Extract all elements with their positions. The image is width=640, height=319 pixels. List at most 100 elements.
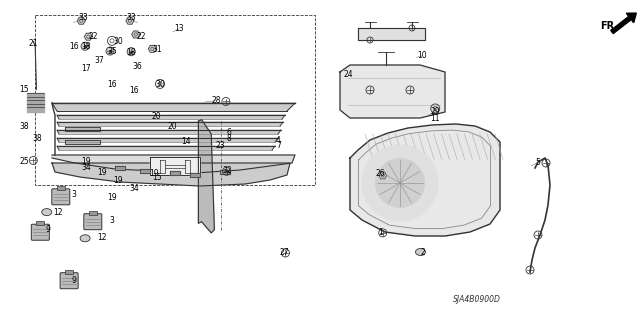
Text: 8: 8 bbox=[227, 134, 232, 143]
Polygon shape bbox=[27, 104, 44, 108]
Text: 15: 15 bbox=[152, 173, 162, 182]
Polygon shape bbox=[65, 140, 100, 144]
Text: 27: 27 bbox=[280, 248, 290, 256]
Polygon shape bbox=[27, 97, 44, 102]
Text: 16: 16 bbox=[68, 42, 79, 51]
Polygon shape bbox=[57, 130, 281, 134]
Polygon shape bbox=[220, 170, 230, 174]
Text: 2: 2 bbox=[420, 248, 425, 256]
Text: 18: 18 bbox=[82, 42, 91, 51]
Text: 34: 34 bbox=[129, 184, 140, 193]
Text: 26: 26 bbox=[376, 169, 386, 178]
Polygon shape bbox=[340, 65, 445, 118]
FancyBboxPatch shape bbox=[84, 214, 102, 230]
Polygon shape bbox=[27, 100, 44, 105]
Text: 5: 5 bbox=[535, 158, 540, 167]
Text: 30: 30 bbox=[155, 80, 165, 89]
Text: 31: 31 bbox=[152, 45, 162, 54]
Text: 19: 19 bbox=[97, 168, 108, 177]
Polygon shape bbox=[52, 155, 295, 173]
Text: 19: 19 bbox=[107, 193, 117, 202]
Text: 25: 25 bbox=[19, 157, 29, 166]
Polygon shape bbox=[27, 107, 44, 112]
Text: 33: 33 bbox=[126, 13, 136, 22]
FancyBboxPatch shape bbox=[31, 224, 49, 240]
Text: 22: 22 bbox=[88, 32, 97, 41]
Polygon shape bbox=[140, 169, 150, 173]
Text: SJA4B0900D: SJA4B0900D bbox=[453, 295, 500, 304]
Polygon shape bbox=[190, 173, 200, 177]
Ellipse shape bbox=[42, 209, 52, 216]
Text: 18: 18 bbox=[127, 48, 136, 57]
Text: 34: 34 bbox=[81, 163, 92, 172]
Circle shape bbox=[106, 47, 114, 55]
Polygon shape bbox=[52, 163, 290, 186]
Text: 21: 21 bbox=[29, 39, 38, 48]
Circle shape bbox=[362, 145, 438, 221]
Polygon shape bbox=[148, 45, 156, 52]
Text: FR.: FR. bbox=[600, 21, 618, 31]
Text: 12: 12 bbox=[98, 233, 107, 242]
Text: 1: 1 bbox=[378, 228, 383, 237]
Ellipse shape bbox=[415, 249, 426, 256]
Bar bbox=[65, 270, 73, 274]
Text: 6: 6 bbox=[227, 128, 232, 137]
Text: 3: 3 bbox=[109, 216, 115, 225]
Polygon shape bbox=[115, 166, 125, 170]
FancyArrow shape bbox=[611, 13, 636, 33]
Text: 38: 38 bbox=[19, 122, 29, 130]
Text: 37: 37 bbox=[94, 56, 104, 65]
Text: 12: 12 bbox=[53, 208, 62, 217]
Text: 38: 38 bbox=[32, 134, 42, 143]
Text: 7: 7 bbox=[276, 141, 281, 150]
Text: 15: 15 bbox=[19, 85, 29, 94]
Circle shape bbox=[81, 42, 89, 50]
Text: 22: 22 bbox=[136, 32, 145, 41]
Polygon shape bbox=[198, 120, 214, 233]
Bar bbox=[89, 211, 97, 215]
Text: 19: 19 bbox=[81, 157, 92, 166]
Text: 10: 10 bbox=[417, 51, 428, 60]
Text: 9: 9 bbox=[71, 276, 76, 285]
Polygon shape bbox=[84, 33, 92, 40]
Polygon shape bbox=[150, 157, 200, 175]
Text: 33: 33 bbox=[78, 13, 88, 22]
Text: 17: 17 bbox=[81, 64, 92, 73]
Text: 30: 30 bbox=[113, 37, 124, 46]
Ellipse shape bbox=[80, 235, 90, 242]
Text: 29: 29 bbox=[430, 107, 440, 116]
Bar bbox=[36, 221, 44, 225]
Polygon shape bbox=[65, 127, 100, 131]
Text: 16: 16 bbox=[129, 86, 140, 95]
Text: 11: 11 bbox=[431, 114, 440, 122]
Polygon shape bbox=[52, 103, 295, 111]
Text: 19: 19 bbox=[113, 176, 124, 185]
Text: 19: 19 bbox=[148, 169, 159, 178]
Text: 16: 16 bbox=[107, 80, 117, 89]
FancyBboxPatch shape bbox=[60, 273, 78, 289]
Polygon shape bbox=[77, 17, 85, 24]
Text: 20: 20 bbox=[168, 122, 178, 130]
Polygon shape bbox=[132, 31, 140, 38]
Polygon shape bbox=[27, 93, 44, 97]
Circle shape bbox=[375, 158, 425, 208]
Text: 28: 28 bbox=[212, 96, 221, 105]
Polygon shape bbox=[170, 115, 283, 119]
Polygon shape bbox=[57, 146, 275, 150]
Text: 20: 20 bbox=[152, 112, 162, 121]
Polygon shape bbox=[170, 122, 280, 126]
Polygon shape bbox=[57, 122, 283, 126]
Text: 3: 3 bbox=[71, 190, 76, 199]
Polygon shape bbox=[358, 28, 425, 40]
FancyBboxPatch shape bbox=[52, 189, 70, 205]
Text: 23: 23 bbox=[216, 141, 226, 150]
Polygon shape bbox=[57, 115, 285, 119]
Text: 14: 14 bbox=[180, 137, 191, 146]
Text: 36: 36 bbox=[132, 63, 143, 71]
Text: 32: 32 bbox=[222, 166, 232, 175]
Bar bbox=[57, 186, 65, 190]
Text: 9: 9 bbox=[45, 225, 51, 234]
Text: 24: 24 bbox=[344, 70, 354, 79]
Polygon shape bbox=[170, 171, 180, 175]
Polygon shape bbox=[126, 17, 134, 24]
